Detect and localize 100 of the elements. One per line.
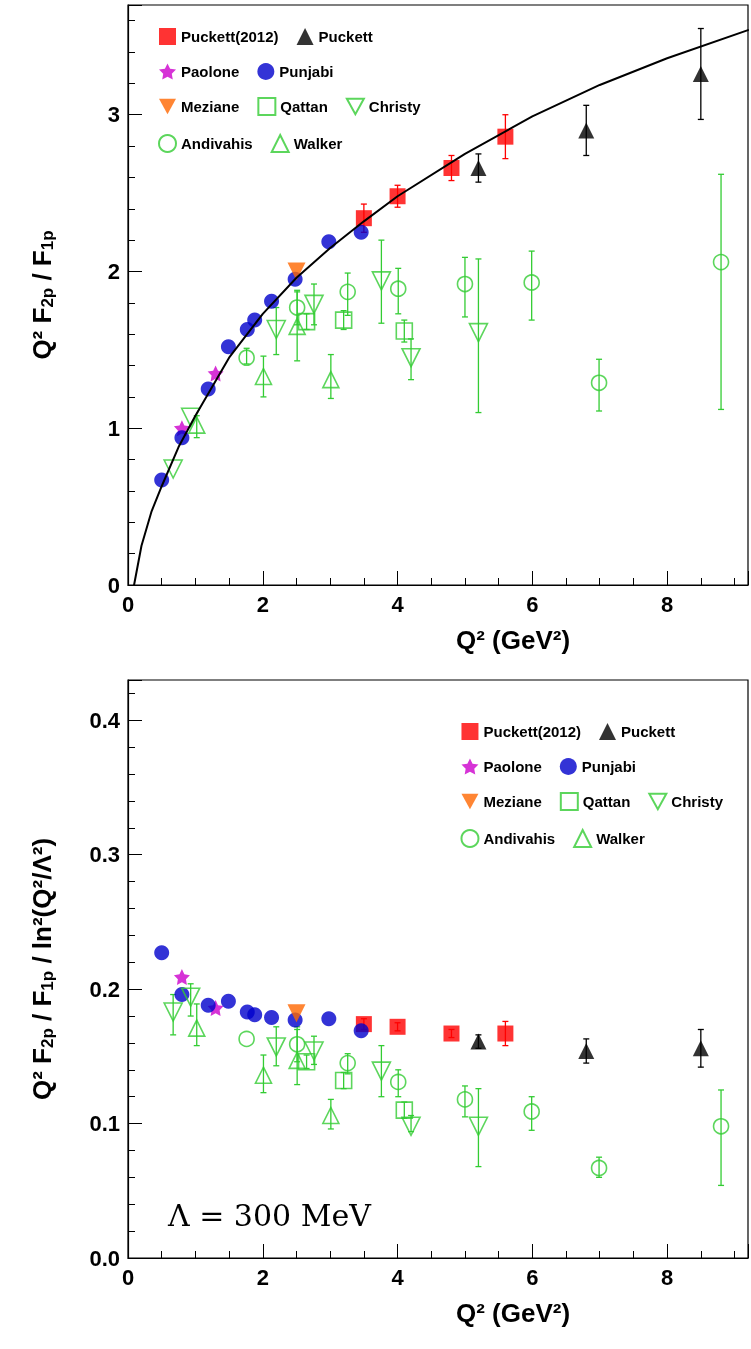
y-tick-label: 0.3	[89, 842, 120, 868]
point	[590, 374, 608, 392]
legend-label: Walker	[293, 135, 343, 152]
legend-label: Christy	[368, 98, 422, 115]
point	[173, 969, 190, 986]
legend-label: Punjabi	[581, 758, 636, 775]
point	[266, 319, 287, 340]
legend-label: Paolone	[181, 63, 240, 80]
legend-label: Puckett(2012)	[483, 723, 582, 740]
point	[288, 317, 306, 336]
y-tick-label: 2	[107, 258, 120, 284]
legend-label: Meziane	[181, 98, 240, 115]
point	[288, 1035, 306, 1053]
legend-label: Puckett(2012)	[181, 28, 279, 45]
point	[339, 283, 356, 301]
point	[238, 349, 255, 366]
point	[187, 1019, 206, 1037]
point	[692, 65, 709, 82]
y-tick-label: 0.0	[89, 1245, 120, 1271]
y-tick-label: 0.2	[89, 976, 120, 1002]
point	[238, 1030, 255, 1048]
point	[187, 416, 206, 434]
point	[712, 1117, 730, 1135]
point	[264, 1009, 280, 1025]
point	[578, 1043, 595, 1059]
point	[497, 1025, 514, 1042]
y-axis-title: Q² F2p / F1p	[26, 230, 57, 360]
legend-label: Qattan	[582, 793, 631, 810]
point	[304, 294, 324, 315]
point	[334, 311, 353, 329]
legend-label: Paolone	[483, 758, 542, 775]
x-tick-label: 6	[526, 1264, 539, 1290]
y-tick-label: 0.1	[89, 1111, 120, 1137]
point	[523, 1103, 540, 1120]
point	[322, 370, 340, 389]
point	[371, 1061, 392, 1081]
annotation: Λ = 300 MeV	[167, 1197, 373, 1233]
y-tick-label: 1	[107, 415, 120, 441]
point	[266, 1037, 287, 1057]
point	[456, 275, 474, 293]
point	[220, 339, 236, 355]
point	[321, 1011, 337, 1027]
point	[304, 1041, 324, 1061]
x-tick-label: 4	[391, 591, 405, 617]
point	[200, 997, 216, 1013]
point	[247, 1007, 263, 1023]
x-tick-label: 2	[256, 1264, 269, 1290]
point	[401, 1116, 421, 1137]
point	[578, 122, 595, 139]
point	[353, 1023, 369, 1039]
x-axis-title: Q² (GeV²)	[455, 625, 571, 655]
point	[288, 299, 306, 316]
point	[470, 160, 487, 177]
x-tick-label: 4	[391, 1264, 405, 1290]
point	[297, 1052, 316, 1071]
point	[339, 1054, 356, 1072]
point	[389, 1018, 406, 1035]
point	[371, 271, 392, 291]
point	[468, 322, 489, 343]
point	[401, 347, 421, 368]
point	[468, 1116, 489, 1137]
point	[287, 262, 306, 281]
point	[163, 1002, 183, 1022]
point	[590, 1159, 608, 1177]
point	[254, 1066, 273, 1084]
point	[395, 322, 414, 340]
point	[353, 224, 369, 240]
y-tick-label: 3	[107, 102, 120, 128]
point	[692, 1040, 709, 1057]
legend-label: Andivahis	[483, 830, 556, 847]
legend-label: Punjabi	[279, 63, 334, 80]
legend-label: Andivahis	[181, 135, 253, 152]
legend-label: Puckett	[318, 28, 373, 45]
point	[334, 1071, 353, 1090]
y-tick-label: 0	[107, 572, 120, 598]
y-axis-title: Q² F2p / F1p / ln²(Q²/Λ²)	[26, 837, 57, 1101]
point	[712, 253, 730, 271]
legend-label: Qattan	[280, 98, 328, 115]
point	[389, 1073, 407, 1091]
point	[523, 274, 540, 291]
point	[470, 1033, 487, 1050]
legend-label: Puckett	[621, 723, 676, 740]
x-tick-label: 8	[661, 1264, 674, 1290]
point	[180, 987, 201, 1008]
point	[456, 1091, 474, 1108]
point	[322, 1106, 340, 1125]
x-tick-label: 8	[661, 591, 674, 617]
legend-label: Walker	[596, 830, 645, 847]
point	[163, 459, 183, 479]
point	[389, 280, 407, 298]
point	[297, 312, 316, 331]
point	[443, 1025, 460, 1042]
point	[154, 945, 170, 961]
point	[220, 993, 236, 1009]
point	[254, 367, 273, 386]
point	[395, 1101, 414, 1119]
x-tick-label: 6	[526, 591, 539, 617]
legend-label: Meziane	[483, 793, 542, 810]
x-axis-title: Q² (GeV²)	[455, 1298, 571, 1328]
x-tick-label: 2	[256, 591, 269, 617]
